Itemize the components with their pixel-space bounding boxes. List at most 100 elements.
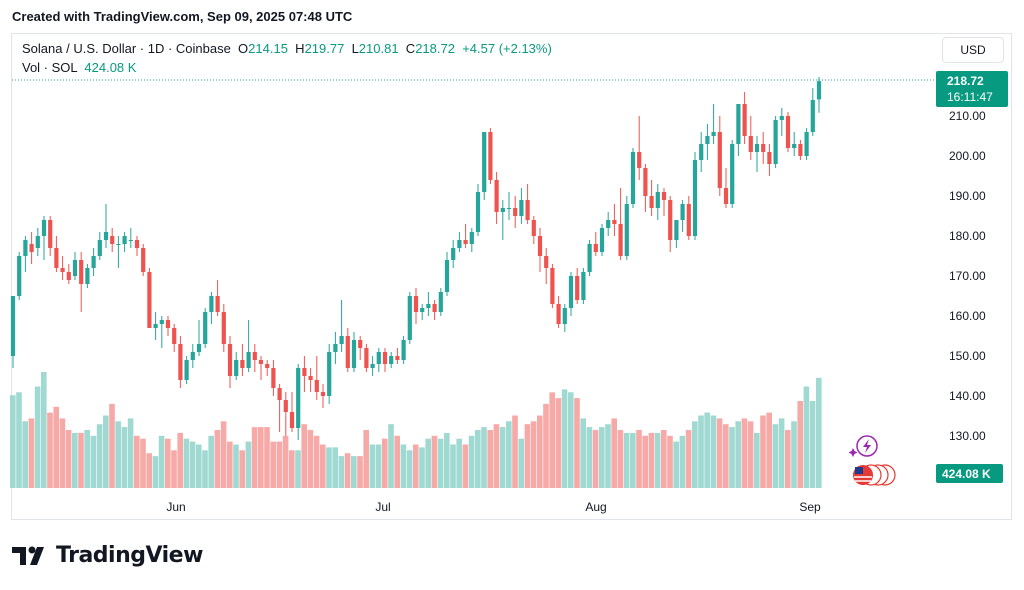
candle-body[interactable] (500, 208, 505, 212)
candle-body[interactable] (66, 272, 71, 280)
candle-body[interactable] (792, 144, 797, 148)
candle-body[interactable] (457, 240, 462, 248)
candle-body[interactable] (748, 136, 753, 152)
candle-body[interactable] (364, 348, 369, 368)
candle-body[interactable] (432, 304, 437, 312)
candle-body[interactable] (587, 244, 592, 272)
candle-body[interactable] (630, 152, 636, 204)
candle-body[interactable] (283, 400, 288, 412)
candle-body[interactable] (420, 308, 425, 312)
candle-body[interactable] (482, 132, 487, 192)
candle-body[interactable] (240, 360, 245, 368)
candle-body[interactable] (575, 276, 580, 300)
candle-body[interactable] (612, 220, 617, 224)
candle-body[interactable] (209, 296, 214, 312)
candle-body[interactable] (705, 136, 710, 144)
candle-body[interactable] (816, 81, 822, 100)
candle-body[interactable] (730, 144, 735, 204)
candle-body[interactable] (296, 368, 301, 428)
candle-body[interactable] (519, 200, 524, 216)
candle-body[interactable] (271, 368, 276, 388)
candle-body[interactable] (686, 204, 691, 236)
candle-body[interactable] (190, 352, 195, 360)
candle-body[interactable] (302, 368, 307, 376)
candle-body[interactable] (692, 160, 698, 236)
candle-body[interactable] (661, 192, 667, 200)
candle-body[interactable] (674, 220, 679, 240)
candle-body[interactable] (798, 144, 803, 156)
candle-body[interactable] (172, 328, 177, 344)
candle-body[interactable] (134, 240, 140, 248)
candle-body[interactable] (215, 296, 220, 312)
candle-body[interactable] (556, 304, 561, 324)
candle-body[interactable] (184, 360, 189, 380)
candle-body[interactable] (779, 116, 784, 120)
candle-body[interactable] (339, 336, 344, 344)
candle-body[interactable] (593, 244, 598, 252)
volume-legend[interactable]: Vol · SOL 424.08 K (22, 60, 136, 75)
candle-body[interactable] (221, 312, 226, 344)
candle-body[interactable] (506, 208, 512, 209)
candle-body[interactable] (606, 220, 611, 228)
candle-body[interactable] (72, 260, 78, 276)
candle-body[interactable] (785, 116, 791, 148)
candle-body[interactable] (159, 320, 164, 324)
candle-body[interactable] (637, 152, 642, 168)
candle-body[interactable] (723, 188, 729, 204)
candle-body[interactable] (438, 292, 443, 312)
candle-body[interactable] (711, 132, 716, 136)
candle-body[interactable] (413, 296, 419, 312)
candle-body[interactable] (351, 340, 357, 368)
events-icon[interactable] (848, 435, 878, 457)
candle-body[interactable] (289, 412, 295, 428)
candle-body[interactable] (407, 296, 412, 340)
candle-body[interactable] (618, 224, 623, 256)
candle-body[interactable] (97, 240, 102, 256)
symbol-name[interactable]: Solana / U.S. Dollar · 1D · Coinbase (22, 41, 231, 56)
tradingview-brand[interactable]: TradingView (12, 543, 203, 568)
candle-body[interactable] (246, 352, 251, 368)
candle-body[interactable] (29, 244, 34, 252)
candle-body[interactable] (10, 296, 16, 356)
candle-body[interactable] (550, 268, 555, 304)
candle-body[interactable] (382, 352, 388, 364)
economic-events-icon[interactable] (853, 464, 896, 486)
currency-selector[interactable]: USD (942, 37, 1004, 63)
candle-body[interactable] (333, 344, 338, 352)
candle-body[interactable] (141, 248, 146, 272)
candle-body[interactable] (358, 340, 363, 348)
symbol-legend[interactable]: Solana / U.S. Dollar · 1D · Coinbase O21… (22, 41, 552, 56)
candle-body[interactable] (178, 344, 183, 380)
candle-body[interactable] (54, 248, 59, 268)
candle-body[interactable] (203, 312, 208, 344)
candle-body[interactable] (85, 268, 90, 284)
candle-body[interactable] (153, 324, 158, 328)
candle-body[interactable] (48, 220, 53, 248)
candle-body[interactable] (643, 168, 648, 196)
candle-body[interactable] (79, 260, 84, 284)
chart-panel[interactable] (11, 33, 1012, 520)
candle-body[interactable] (122, 236, 127, 244)
candle-body[interactable] (128, 240, 133, 241)
candle-body[interactable] (314, 380, 319, 392)
candle-body[interactable] (562, 308, 567, 324)
candle-body[interactable] (165, 320, 171, 328)
candle-body[interactable] (196, 344, 202, 352)
candle-body[interactable] (370, 364, 375, 368)
candle-body[interactable] (23, 240, 28, 256)
candle-body[interactable] (581, 272, 586, 300)
candle-body[interactable] (103, 232, 109, 240)
candle-body[interactable] (754, 144, 760, 152)
candle-body[interactable] (401, 340, 406, 360)
candle-body[interactable] (680, 204, 685, 220)
candle-body[interactable] (767, 152, 772, 164)
candle-body[interactable] (736, 104, 741, 144)
candle-body[interactable] (568, 276, 574, 308)
candle-body[interactable] (147, 272, 152, 328)
candle-body[interactable] (655, 192, 660, 208)
candle-body[interactable] (717, 132, 722, 188)
candle-body[interactable] (320, 392, 326, 396)
candle-body[interactable] (308, 376, 313, 380)
candle-body[interactable] (804, 132, 809, 156)
